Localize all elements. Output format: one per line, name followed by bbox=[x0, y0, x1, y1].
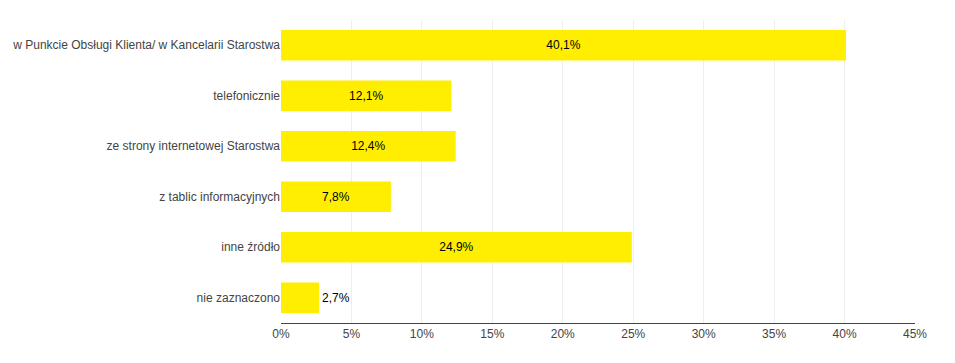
svg-text:35%: 35% bbox=[762, 327, 786, 341]
svg-text:40,1%: 40,1% bbox=[546, 38, 580, 52]
svg-text:0%: 0% bbox=[272, 327, 290, 341]
svg-text:45%: 45% bbox=[903, 327, 927, 341]
svg-text:10%: 10% bbox=[410, 327, 434, 341]
svg-text:40%: 40% bbox=[833, 327, 857, 341]
svg-text:20%: 20% bbox=[551, 327, 575, 341]
svg-text:15%: 15% bbox=[480, 327, 504, 341]
svg-text:z tablic informacyjnych: z tablic informacyjnych bbox=[159, 190, 280, 204]
svg-text:ze strony internetowej Starost: ze strony internetowej Starostwa bbox=[107, 139, 281, 153]
svg-text:w Punkcie Obsługi Klienta/ w K: w Punkcie Obsługi Klienta/ w Kancelarii … bbox=[12, 38, 280, 52]
svg-text:12,4%: 12,4% bbox=[351, 139, 385, 153]
svg-text:12,1%: 12,1% bbox=[349, 89, 383, 103]
svg-text:inne źródło: inne źródło bbox=[221, 240, 280, 254]
svg-text:24,9%: 24,9% bbox=[439, 240, 473, 254]
svg-text:25%: 25% bbox=[621, 327, 645, 341]
svg-text:5%: 5% bbox=[343, 327, 361, 341]
svg-text:nie zaznaczono: nie zaznaczono bbox=[197, 291, 281, 305]
svg-text:30%: 30% bbox=[692, 327, 716, 341]
svg-text:2,7%: 2,7% bbox=[322, 291, 350, 305]
svg-text:7,8%: 7,8% bbox=[322, 190, 350, 204]
svg-text:telefonicznie: telefonicznie bbox=[213, 89, 280, 103]
